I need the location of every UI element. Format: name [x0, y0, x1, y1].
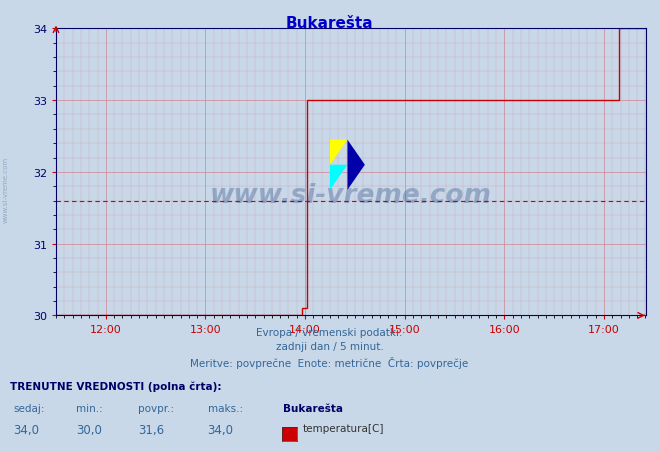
Polygon shape — [330, 140, 347, 166]
Polygon shape — [330, 166, 347, 190]
Text: Evropa / vremenski podatki.: Evropa / vremenski podatki. — [256, 327, 403, 337]
Text: 30,0: 30,0 — [76, 423, 101, 436]
Text: min.:: min.: — [76, 403, 103, 413]
Text: zadnji dan / 5 minut.: zadnji dan / 5 minut. — [275, 341, 384, 351]
Text: povpr.:: povpr.: — [138, 403, 175, 413]
Text: Bukarešta: Bukarešta — [283, 403, 343, 413]
Text: Bukarešta: Bukarešta — [286, 16, 373, 31]
Text: maks.:: maks.: — [208, 403, 243, 413]
Text: TRENUTNE VREDNOSTI (polna črta):: TRENUTNE VREDNOSTI (polna črta): — [10, 381, 221, 391]
Polygon shape — [347, 140, 365, 190]
Text: 31,6: 31,6 — [138, 423, 165, 436]
Text: sedaj:: sedaj: — [13, 403, 45, 413]
Text: 34,0: 34,0 — [208, 423, 233, 436]
Text: Meritve: povprečne  Enote: metrične  Črta: povprečje: Meritve: povprečne Enote: metrične Črta:… — [190, 356, 469, 368]
Text: www.si-vreme.com: www.si-vreme.com — [210, 183, 492, 208]
Text: 34,0: 34,0 — [13, 423, 39, 436]
Text: www.si-vreme.com: www.si-vreme.com — [2, 156, 9, 222]
Text: temperatura[C]: temperatura[C] — [303, 423, 385, 433]
